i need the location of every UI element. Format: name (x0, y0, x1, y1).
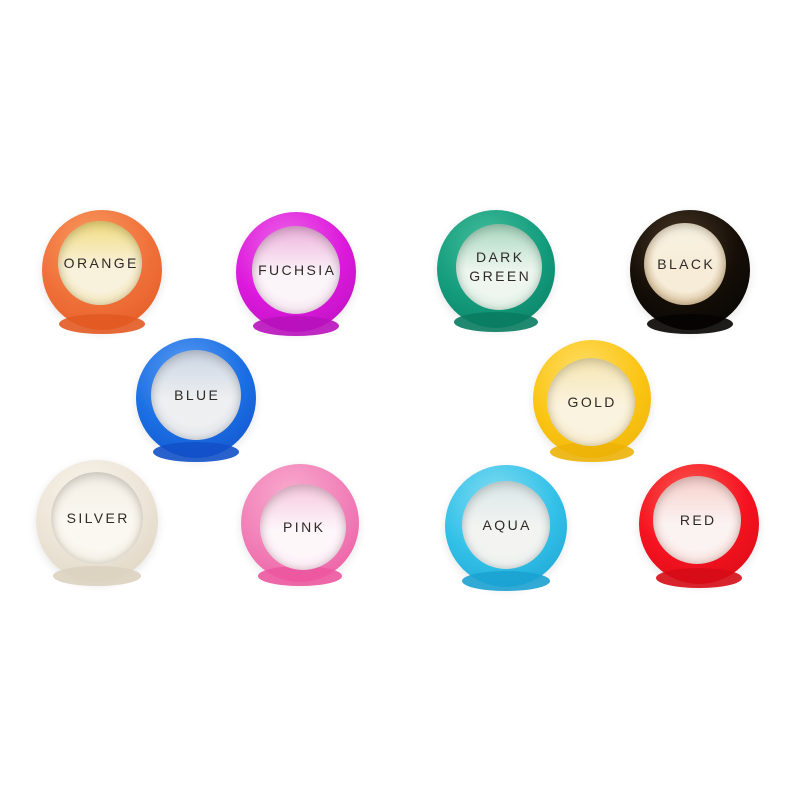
cap-label-line: RED (679, 511, 717, 528)
cap-bottom-lip (257, 566, 343, 586)
cap-bottom-lip (53, 566, 141, 586)
cap-label-dark-green: DARK GREEN (456, 224, 542, 310)
cap-bottom-lip (58, 314, 146, 334)
cap-bottom-lip (252, 316, 340, 336)
cap-inner-disc: AQUA (462, 481, 550, 569)
cap-orange: ORANGE (42, 210, 162, 334)
cap-black: BLACK (630, 210, 750, 334)
cap-label-fuchsia: FUCHSIA (252, 226, 340, 314)
cap-label-red: RED (653, 476, 741, 564)
cap-label-line: BLACK (657, 255, 716, 272)
cap-inner-disc: DARK GREEN (456, 224, 542, 310)
cap-dark-green: DARK GREEN (437, 210, 555, 332)
cap-bottom-lip (462, 571, 550, 591)
cap-bottom-lip (453, 312, 539, 332)
cap-label-aqua: AQUA (462, 481, 550, 569)
cap-label-line: DARK (475, 249, 525, 266)
cap-inner-disc: SILVER (51, 472, 143, 564)
cap-inner-disc: BLACK (644, 223, 726, 305)
cap-label-blue: BLUE (151, 350, 241, 440)
cap-inner-disc: FUCHSIA (252, 226, 340, 314)
cap-gold: GOLD (533, 340, 651, 462)
cap-label-line: GREEN (469, 268, 532, 284)
cap-label-line: BLUE (174, 386, 221, 403)
cap-label-black: BLACK (644, 223, 726, 305)
cap-label-line: ORANGE (63, 254, 139, 271)
cap-silver: SILVER (36, 460, 158, 586)
cap-label-line: GOLD (567, 393, 617, 410)
cap-label-silver: SILVER (51, 472, 143, 564)
cap-bottom-lip (655, 568, 743, 588)
cap-pink: PINK (241, 464, 359, 586)
cap-inner-disc: RED (653, 476, 741, 564)
cap-label-pink: PINK (260, 484, 346, 570)
cap-bottom-lip (549, 442, 635, 462)
cap-inner-disc: BLUE (151, 350, 241, 440)
cap-inner-disc: PINK (260, 484, 346, 570)
cap-red: RED (639, 464, 759, 588)
cap-label-line: FUCHSIA (258, 261, 337, 278)
cap-bottom-lip (646, 314, 734, 334)
cap-blue: BLUE (136, 338, 256, 462)
cap-label-line: AQUA (482, 516, 532, 533)
cap-fuchsia: FUCHSIA (236, 212, 356, 336)
cap-label-line: SILVER (66, 509, 130, 526)
cap-label-orange: ORANGE (58, 221, 142, 305)
cap-label-gold: GOLD (547, 358, 635, 446)
cap-inner-disc: ORANGE (58, 221, 142, 305)
cap-inner-disc: GOLD (547, 358, 635, 446)
cap-aqua: AQUA (445, 465, 567, 591)
cap-label-line: PINK (283, 518, 326, 535)
cap-bottom-lip (152, 442, 240, 462)
